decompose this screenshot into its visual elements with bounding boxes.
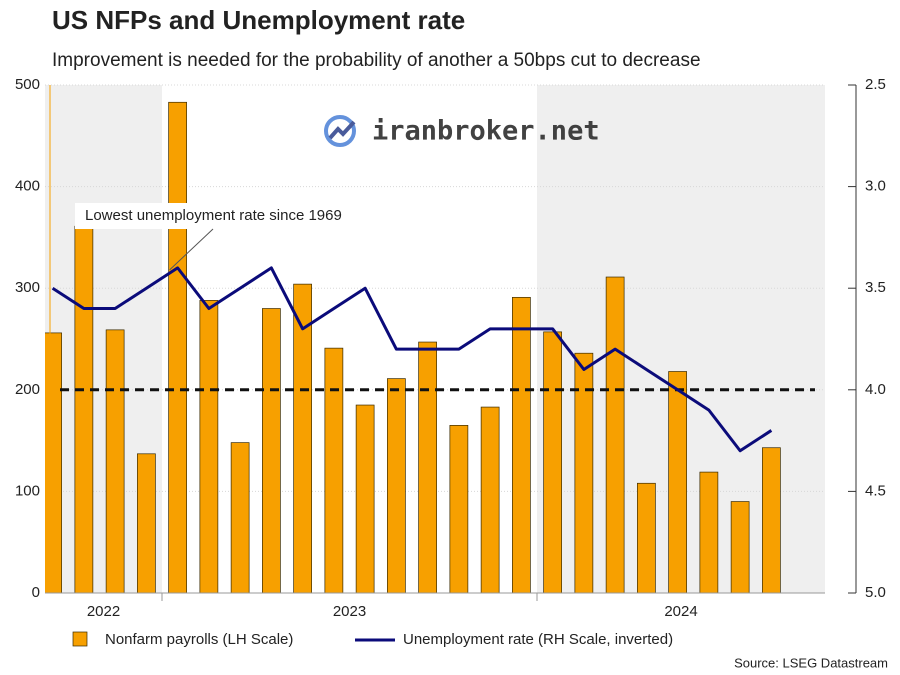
bar bbox=[355, 404, 375, 593]
legend-label: Unemployment rate (RH Scale, inverted) bbox=[403, 631, 673, 648]
y2-tick-label: 3.5 bbox=[865, 279, 886, 296]
bar bbox=[668, 371, 687, 593]
bar bbox=[512, 296, 531, 593]
bar bbox=[637, 482, 656, 593]
watermark: iranbroker.net bbox=[324, 115, 600, 147]
line bbox=[51, 266, 773, 453]
bar bbox=[105, 329, 125, 593]
bar bbox=[605, 276, 625, 593]
y-tick-label: 400 bbox=[15, 178, 40, 195]
annotation-box bbox=[75, 203, 395, 229]
bar bbox=[199, 300, 219, 593]
x-tick-label: 2024 bbox=[664, 603, 697, 620]
bar bbox=[74, 225, 94, 593]
chart-title: US NFPs and Unemployment rate bbox=[52, 5, 465, 35]
y-tick-label: 100 bbox=[15, 482, 40, 499]
y-tick-label: 0 bbox=[32, 584, 40, 601]
x-tick-label: 2023 bbox=[333, 603, 366, 620]
y2-tick-label: 2.5 bbox=[865, 76, 886, 93]
y-tick-label: 200 bbox=[15, 381, 40, 398]
legend-swatch bbox=[72, 631, 88, 647]
foreground: 2022 2023 2024 0 100 200 300 400 500 2.5 3.0 3.5 4.0… bbox=[15, 76, 886, 648]
bar bbox=[45, 332, 62, 593]
bar bbox=[418, 341, 437, 593]
watermark-icon bbox=[328, 120, 356, 140]
bar bbox=[543, 331, 562, 593]
annotation: Lowest unemployment rate since 1969 bbox=[85, 207, 342, 224]
bar bbox=[730, 501, 750, 593]
y2-tick-label: 4.0 bbox=[865, 381, 886, 398]
y-tick-label: 500 bbox=[15, 76, 40, 93]
x-tick-label: 2022 bbox=[87, 603, 120, 620]
y-tick-label: 300 bbox=[15, 279, 40, 296]
watermark-text: iranbroker.net bbox=[372, 116, 600, 147]
bar bbox=[324, 347, 344, 593]
bars bbox=[45, 101, 781, 593]
bar bbox=[230, 442, 250, 593]
bar bbox=[699, 471, 719, 593]
bar bbox=[480, 406, 500, 593]
bar bbox=[262, 308, 281, 593]
bar bbox=[293, 283, 312, 593]
bar bbox=[449, 425, 469, 593]
bar bbox=[168, 101, 187, 593]
watermark-icon bbox=[324, 115, 356, 147]
annotation-pointer bbox=[169, 228, 214, 271]
bar bbox=[137, 453, 156, 593]
y2-tick-label: 4.5 bbox=[865, 482, 886, 499]
chart-subtitle: Improvement is needed for the probabilit… bbox=[52, 50, 701, 71]
legend-label: Nonfarm payrolls (LH Scale) bbox=[105, 631, 293, 648]
y2-tick-label: 3.0 bbox=[865, 178, 886, 195]
source: Source: LSEG Datastream bbox=[734, 655, 888, 670]
bar bbox=[574, 352, 594, 593]
y2-tick-label: 5.0 bbox=[865, 584, 886, 601]
bar bbox=[387, 378, 406, 593]
bar bbox=[762, 447, 781, 593]
